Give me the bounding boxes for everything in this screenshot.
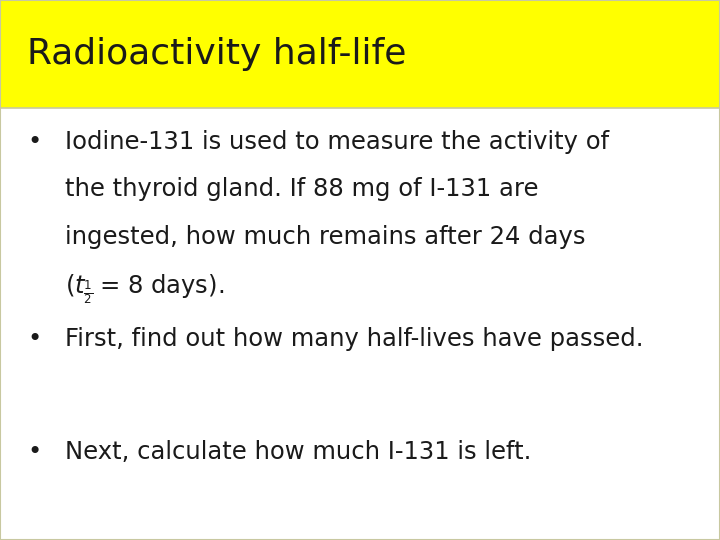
Text: the thyroid gland. If 88 mg of I-131 are: the thyroid gland. If 88 mg of I-131 are bbox=[65, 177, 539, 201]
Text: Next, calculate how much I-131 is left.: Next, calculate how much I-131 is left. bbox=[65, 440, 531, 464]
Text: First, find out how many half-lives have passed.: First, find out how many half-lives have… bbox=[65, 327, 643, 350]
FancyBboxPatch shape bbox=[0, 0, 720, 108]
Text: •: • bbox=[27, 130, 42, 153]
Text: ($t_{\frac{1}{2}}$ = 8 days).: ($t_{\frac{1}{2}}$ = 8 days). bbox=[65, 272, 224, 306]
Text: ingested, how much remains after 24 days: ingested, how much remains after 24 days bbox=[65, 225, 585, 248]
Text: •: • bbox=[27, 327, 42, 350]
FancyBboxPatch shape bbox=[0, 108, 720, 540]
Text: Iodine-131 is used to measure the activity of: Iodine-131 is used to measure the activi… bbox=[65, 130, 609, 153]
Text: Radioactivity half-life: Radioactivity half-life bbox=[27, 37, 407, 71]
Text: •: • bbox=[27, 440, 42, 464]
